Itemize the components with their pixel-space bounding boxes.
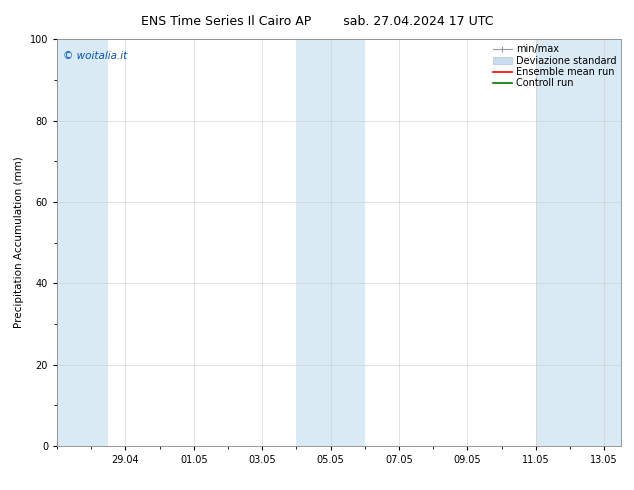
Y-axis label: Precipitation Accumulation (mm): Precipitation Accumulation (mm) (14, 157, 24, 328)
Bar (536, 39, 621, 446)
Bar (57, 39, 108, 446)
Text: © woitalia.it: © woitalia.it (63, 51, 127, 61)
Text: ENS Time Series Il Cairo AP        sab. 27.04.2024 17 UTC: ENS Time Series Il Cairo AP sab. 27.04.2… (141, 15, 493, 28)
Legend: min/max, Deviazione standard, Ensemble mean run, Controll run: min/max, Deviazione standard, Ensemble m… (491, 42, 618, 90)
Bar (297, 39, 365, 446)
